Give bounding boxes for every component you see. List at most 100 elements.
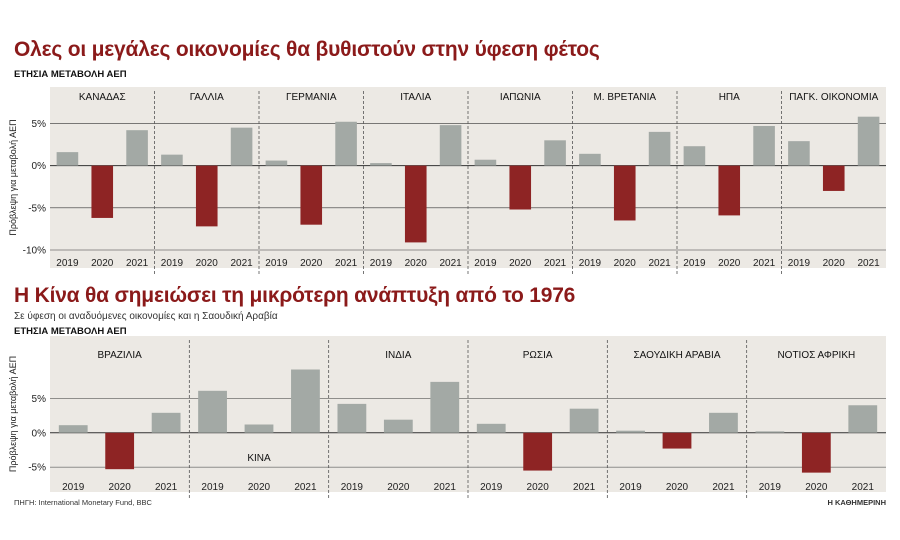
top-xtick-label: 2019 (474, 258, 497, 269)
top-bar (613, 165, 636, 221)
top-xtick-label: 2020 (405, 258, 428, 269)
top-chart-title: Ολες οι μεγάλες οικονομίες θα βυθιστούν … (14, 38, 600, 61)
bottom-xtick-label: 2019 (619, 482, 642, 493)
source-note: ΠΗΓΗ: International Monetary Fund, BBC (14, 498, 152, 507)
top-bar (544, 140, 566, 166)
top-xtick-label: 2019 (788, 258, 811, 269)
bottom-xtick-label: 2020 (666, 482, 689, 493)
top-group-label: ΙΑΠΩΝΙΑ (500, 92, 541, 103)
top-bar (335, 121, 357, 166)
bottom-group-label: ΝΟΤΙΟΣ ΑΦΡΙΚΗ (777, 350, 855, 361)
top-xtick-label: 2020 (196, 258, 219, 269)
bottom-group-label: ΣΑΟΥΔΙΚΗ ΑΡΑΒΙΑ (634, 350, 721, 361)
top-bar (195, 165, 218, 227)
top-group-label: Μ. ΒΡΕΤΑΝΙΑ (593, 92, 656, 103)
top-bar (56, 152, 79, 166)
top-group-label: ΓΕΡΜΑΝΙΑ (286, 92, 337, 103)
top-xtick-label: 2020 (614, 258, 637, 269)
bottom-xtick-label: 2020 (387, 482, 410, 493)
top-group-label: ΙΤΑΛΙΑ (400, 92, 431, 103)
top-xtick-label: 2019 (370, 258, 393, 269)
bottom-bar (105, 432, 135, 470)
top-xtick-label: 2020 (91, 258, 114, 269)
bottom-xtick-label: 2021 (573, 482, 596, 493)
top-xtick-label: 2021 (126, 258, 149, 269)
bottom-xtick-label: 2019 (759, 482, 782, 493)
brand-label: Η ΚΑΘΗΜΕΡΙΝΗ (827, 498, 886, 507)
top-xtick-label: 2020 (823, 258, 846, 269)
top-xtick-label: 2020 (300, 258, 323, 269)
top-bar (788, 141, 810, 166)
bottom-xtick-label: 2019 (62, 482, 85, 493)
top-bar (91, 165, 114, 218)
top-bar (822, 165, 845, 191)
top-bar (474, 159, 497, 166)
top-xtick-label: 2021 (753, 258, 776, 269)
top-xtick-label: 2020 (718, 258, 741, 269)
top-bar (683, 146, 706, 166)
top-group-label: ΓΑΛΛΙΑ (190, 92, 224, 103)
top-section-label: ΕΤΗΣΙΑ ΜΕΤΑΒΟΛΗ ΑΕΠ (14, 69, 127, 80)
bottom-bar (244, 424, 274, 433)
bottom-y-axis-title: Πρόβλεψη για μεταβολή ΑΕΠ (8, 356, 18, 472)
top-bar (857, 116, 880, 166)
bottom-xtick-label: 2019 (201, 482, 224, 493)
top-group-label: ΚΑΝΑΔΑΣ (79, 92, 126, 103)
top-bar (648, 131, 671, 166)
top-xtick-label: 2021 (857, 258, 880, 269)
top-bar (265, 160, 288, 166)
bottom-bar (383, 419, 413, 433)
top-bar (300, 165, 323, 225)
bottom-bar (291, 369, 320, 433)
top-bar (579, 153, 601, 166)
top-xtick-label: 2019 (265, 258, 288, 269)
bottom-xtick-label: 2021 (852, 482, 875, 493)
top-xtick-label: 2021 (335, 258, 358, 269)
top-xtick-label: 2019 (579, 258, 602, 269)
top-ytick-label: 5% (32, 119, 47, 130)
bottom-chart-subtitle: Σε ύφεση οι αναδυόμενες οικονομίες και η… (14, 311, 278, 322)
top-chart-group: 5% 0% -5% -10% Πρόβλεψη για μεταβολή ΑΕΠ ΚΑΝΑ… (8, 87, 886, 274)
bottom-xtick-label: 2020 (248, 482, 271, 493)
top-ytick-label: 0% (32, 161, 47, 172)
bottom-bar (709, 412, 738, 433)
top-xtick-label: 2019 (56, 258, 79, 269)
bottom-group-label: ΡΩΣΙΑ (523, 350, 553, 361)
bottom-xtick-label: 2019 (341, 482, 364, 493)
bottom-chart-group: 5% 0% -5% Πρόβλεψη για μεταβολή ΑΕΠ ΒΡΑΖΙΛΙΑ… (8, 336, 886, 498)
bottom-bar (616, 430, 645, 433)
bottom-bar (151, 412, 181, 433)
top-xtick-label: 2021 (439, 258, 462, 269)
top-y-axis-title: Πρόβλεψη για μεταβολή ΑΕΠ (8, 119, 18, 235)
top-bar (161, 154, 183, 166)
bottom-xtick-label: 2021 (434, 482, 457, 493)
bottom-bar (476, 423, 506, 433)
bottom-bar (662, 432, 692, 449)
top-bar (718, 165, 741, 216)
bottom-xtick-label: 2020 (109, 482, 132, 493)
top-xtick-label: 2020 (509, 258, 532, 269)
top-group-label: ΠΑΓΚ. ΟΙΚΟΝΟΜΙΑ (789, 92, 878, 103)
bottom-ytick-label: 0% (32, 428, 47, 439)
top-xtick-label: 2021 (648, 258, 671, 269)
bottom-xtick-label: 2019 (480, 482, 503, 493)
bottom-bar (801, 432, 831, 473)
bottom-bar (848, 405, 878, 433)
bottom-chart-title: Η Κίνα θα σημειώσει τη μικρότερη ανάπτυξ… (14, 284, 576, 307)
bottom-xtick-label: 2021 (155, 482, 178, 493)
bottom-bar (523, 432, 553, 471)
bottom-bar (755, 431, 785, 433)
bottom-section-label: ΕΤΗΣΙΑ ΜΕΤΑΒΟΛΗ ΑΕΠ (14, 326, 127, 337)
bottom-ytick-label: 5% (32, 394, 47, 405)
top-bar (439, 125, 462, 166)
top-ytick-label: -10% (23, 246, 46, 257)
bottom-bar (198, 390, 227, 433)
bottom-group-label: ΒΡΑΖΙΛΙΑ (98, 350, 143, 361)
top-group-label: ΗΠΑ (719, 92, 740, 103)
bottom-xtick-label: 2021 (712, 482, 735, 493)
top-xtick-label: 2021 (230, 258, 253, 269)
bottom-xtick-label: 2021 (294, 482, 317, 493)
bottom-group-label: ΚΙΝΑ (247, 453, 271, 464)
bottom-bar (337, 403, 367, 433)
